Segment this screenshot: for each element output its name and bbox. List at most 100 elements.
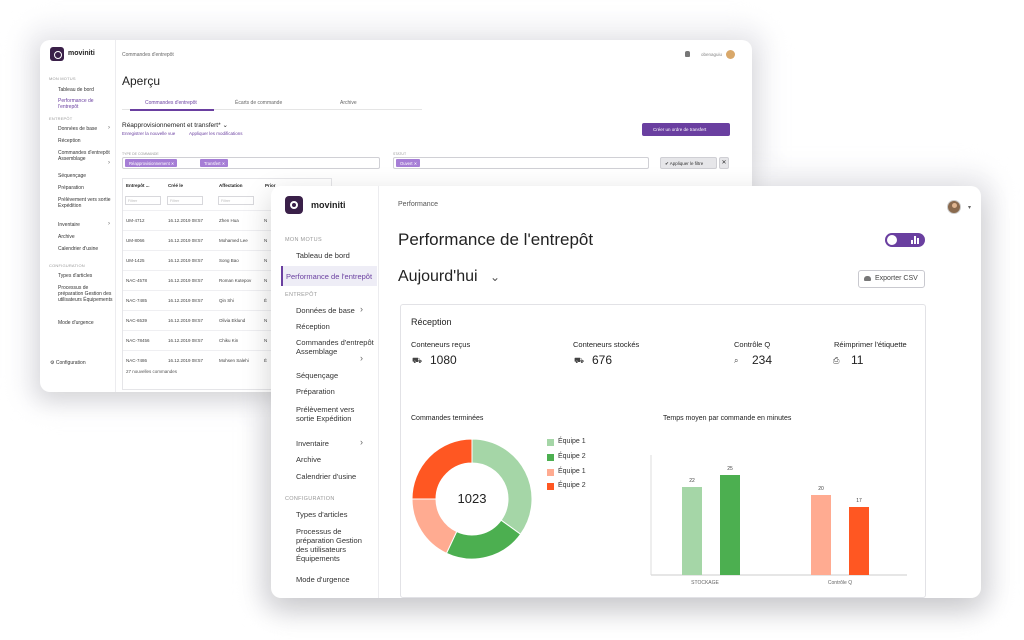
sidebar-item-calendrier[interactable]: Calendrier d'usine — [58, 246, 99, 252]
filter-input[interactable]: Filtrer — [218, 196, 254, 205]
bell-icon[interactable] — [685, 51, 690, 57]
tab-ecarts[interactable]: Écarts de commande — [235, 100, 283, 106]
sidebar-item-inventaire[interactable]: Inventaire — [296, 439, 329, 448]
column-header[interactable]: Prior — [265, 183, 276, 188]
user-name[interactable]: obenaguiu — [700, 52, 722, 57]
column-header[interactable]: Entrepôt ... — [126, 183, 150, 188]
configuration-link[interactable]: ⚙ Configuration — [50, 360, 86, 366]
chevron-down-icon[interactable]: ⌄ — [490, 270, 501, 284]
sidebar-item-inventaire[interactable]: Inventaire — [58, 222, 80, 228]
view-selector[interactable]: Réapprovisionnement et transfert* ⌄ — [122, 122, 228, 129]
table-row[interactable]: NAC-4578 16.12.2019 08:57 Roman Kutepov … — [123, 270, 331, 290]
avatar[interactable] — [726, 50, 735, 59]
create-transfer-button[interactable]: Créer un ordre de transfert — [642, 123, 730, 136]
bar[interactable] — [720, 475, 740, 575]
chip-ouvert[interactable]: Ouvert ✕ — [396, 159, 421, 167]
sidebar-item-commandes[interactable]: Commandes d'entrepôt Assemblage — [58, 150, 110, 162]
chevron-right-icon: › — [360, 353, 363, 363]
bar-value-label: 25 — [727, 466, 733, 472]
card-title: Réception — [411, 317, 452, 327]
brand-name: moviniti — [311, 200, 346, 210]
tab-archive[interactable]: Archive — [340, 100, 357, 106]
cell-id: NAC-7485 — [126, 298, 148, 303]
apply-filter-button[interactable]: ✔ Appliquer le filtre — [660, 157, 717, 169]
sidebar-item-processus[interactable]: Processus de préparation Gestion des uti… — [58, 285, 113, 303]
save-view-link[interactable]: Enregistrer la nouvelle vue — [122, 131, 176, 136]
filter-input[interactable]: Filtrer — [125, 196, 161, 205]
sidebar-item-donnees[interactable]: Données de base — [296, 306, 355, 315]
date-range-select[interactable]: Aujourd'hui — [398, 268, 478, 285]
section-label: MON MOTUS — [285, 237, 322, 243]
filter-input[interactable]: Filtrer — [167, 196, 203, 205]
table-row[interactable]: NAC-7486 16.12.2019 08:57 Mohsen Salehi … — [123, 350, 331, 370]
clear-filter-button[interactable]: ✕ — [719, 157, 729, 169]
sidebar-item-archive[interactable]: Archive — [296, 455, 322, 464]
apply-changes-link[interactable]: Appliquer les modifications — [189, 131, 243, 136]
page-title: Aperçu — [122, 74, 161, 88]
donut-slice[interactable] — [471, 438, 533, 535]
cell-id: UM-1425 — [126, 258, 145, 263]
legend-swatch — [547, 483, 554, 490]
sidebar-item-sequencage[interactable]: Séquençage — [58, 173, 87, 179]
export-csv-button[interactable]: Exporter CSV — [858, 270, 925, 288]
sidebar-item-reception[interactable]: Réception — [58, 138, 81, 144]
sidebar-item-reception[interactable]: Réception — [296, 322, 330, 331]
column-header[interactable]: Affectation — [219, 183, 243, 188]
sidebar-item-urgence[interactable]: Mode d'urgence — [296, 575, 350, 584]
sidebar-item-types[interactable]: Types d'articles — [296, 510, 348, 519]
stat-value: 11 — [851, 353, 864, 367]
sidebar-item-tableau[interactable]: Tableau de bord — [58, 87, 94, 93]
type-select[interactable] — [122, 157, 380, 169]
breadcrumb: Commandes d'entrepôt — [122, 52, 174, 58]
donut-slice[interactable] — [445, 519, 522, 560]
legend-label: Équipe 1 — [558, 438, 586, 445]
sidebar-item-tableau[interactable]: Tableau de bord — [296, 251, 350, 260]
chevron-right-icon: › — [108, 221, 110, 227]
bar[interactable] — [682, 487, 702, 575]
sidebar-item-calendrier[interactable]: Calendrier d'usine — [296, 472, 357, 481]
back-sidebar: moviniti MON MOTUS Tableau de bord Perfo… — [40, 40, 116, 392]
container-icon: ⛟ — [574, 356, 585, 365]
sidebar-item-donnees[interactable]: Données de base — [58, 126, 98, 132]
table-row[interactable]: NAC-7485 16.12.2019 08:57 Qin Shi É — [123, 290, 331, 310]
table-row[interactable]: UM-1425 16.12.2019 08:57 Song Bao N — [123, 250, 331, 270]
caret-down-icon[interactable]: ▾ — [967, 205, 971, 211]
sidebar-item-preparation[interactable]: Préparation — [296, 387, 335, 396]
sidebar-item-processus[interactable]: Processus de préparation Gestion des uti… — [296, 527, 362, 563]
column-header[interactable]: Créé le — [168, 183, 184, 188]
tab-bar: Commandes d'entrepôt Écarts de commande … — [122, 96, 422, 111]
sidebar-item-preparation[interactable]: Préparation — [58, 185, 84, 191]
sidebar-item-prelevement[interactable]: Prélèvement vers sortie Expédition — [58, 197, 111, 209]
sidebar-item-sequencage[interactable]: Séquençage — [296, 371, 339, 380]
table-row[interactable]: NAC-78456 16.12.2019 08:57 Chiku Kin N — [123, 330, 331, 350]
donut-slice[interactable] — [411, 438, 473, 500]
status-select[interactable] — [393, 157, 649, 169]
avatar[interactable] — [947, 200, 961, 214]
sidebar-item-performance[interactable]: Performance de l'entrepôt — [286, 272, 373, 281]
tab-commandes[interactable]: Commandes d'entrepôt — [145, 100, 197, 106]
donut-title: Commandes terminées — [411, 415, 484, 422]
legend-swatch — [547, 469, 554, 476]
stat-label: Réimprimer l'étiquette — [834, 340, 907, 349]
cell-id: NAC-7486 — [126, 358, 148, 363]
legend-item: Équipe 2 — [547, 453, 586, 461]
view-toggle[interactable] — [885, 233, 925, 247]
bar[interactable] — [849, 507, 869, 575]
legend-label: Équipe 2 — [558, 482, 586, 489]
type-label: TYPE DE COMMANDE — [122, 152, 159, 156]
sidebar-item-performance[interactable]: Performance de l'entrepôt — [58, 98, 94, 110]
chip-reappro[interactable]: Réapprovisionnement ✕ — [125, 159, 178, 167]
bar[interactable] — [811, 495, 831, 575]
table-row[interactable]: NAC-6539 16.12.2019 08:57 Olivia Eklund … — [123, 310, 331, 330]
sidebar-item-types[interactable]: Types d'articles — [58, 273, 93, 279]
sidebar-item-prelevement[interactable]: Prélèvement vers sortie Expédition — [296, 405, 355, 423]
table-row[interactable]: UM-4712 16.12.2019 08:57 Zhen Hua N — [123, 210, 331, 230]
chip-transfert[interactable]: Transfert ✕ — [200, 159, 229, 167]
donut-slice[interactable] — [411, 498, 458, 554]
sidebar-item-urgence[interactable]: Mode d'urgence — [58, 320, 94, 326]
legend-item: Équipe 2 — [547, 482, 586, 490]
table-row[interactable]: UM-8066 16.12.2019 08:57 Mohamed Lee N — [123, 230, 331, 250]
sidebar-item-commandes[interactable]: Commandes d'entrepôt Assemblage — [296, 338, 374, 356]
sidebar-item-archive[interactable]: Archive — [58, 234, 75, 240]
